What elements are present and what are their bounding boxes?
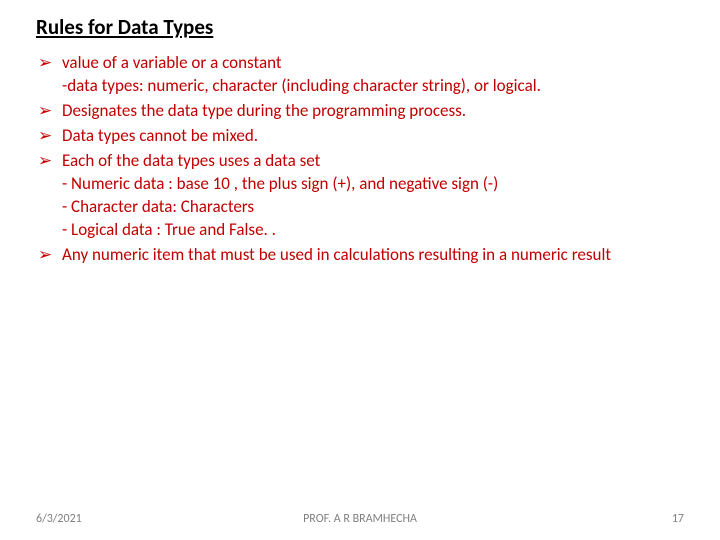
- list-item-text: value of a variable or a constant: [62, 52, 282, 73]
- footer-date: 6/3/2021: [36, 512, 252, 526]
- list-item: ➢ Each of the data types uses a data set…: [36, 150, 684, 242]
- list-sub-item: - Logical data : True and False. .: [62, 219, 684, 242]
- slide-title: Rules for Data Types: [36, 14, 684, 40]
- list-sub-item: - Character data: Characters: [62, 196, 684, 219]
- bullet-icon: ➢: [38, 52, 52, 75]
- list-sub-item: -data types: numeric, character (includi…: [62, 75, 684, 98]
- bullet-icon: ➢: [38, 100, 52, 123]
- list-sub-item: - Numeric data : base 10 , the plus sign…: [62, 173, 684, 196]
- slide: Rules for Data Types ➢ value of a variab…: [0, 0, 720, 540]
- footer-author: PROF. A R BRAMHECHA: [252, 512, 468, 526]
- bullet-icon: ➢: [38, 125, 52, 148]
- list-item: ➢ value of a variable or a constant -dat…: [36, 52, 684, 98]
- bullet-list: ➢ value of a variable or a constant -dat…: [36, 52, 684, 266]
- list-item: ➢ Data types cannot be mixed.: [36, 125, 684, 148]
- list-item-text: Designates the data type during the prog…: [62, 100, 466, 121]
- slide-footer: 6/3/2021 PROF. A R BRAMHECHA 17: [0, 512, 720, 526]
- footer-page: 17: [468, 512, 684, 526]
- list-item-text: Each of the data types uses a data set: [62, 150, 320, 171]
- bullet-icon: ➢: [38, 150, 52, 173]
- list-item-text: Any numeric item that must be used in ca…: [62, 244, 611, 265]
- list-item-text: Data types cannot be mixed.: [62, 125, 258, 146]
- bullet-icon: ➢: [38, 244, 52, 267]
- list-item: ➢ Any numeric item that must be used in …: [36, 244, 684, 267]
- list-item: ➢ Designates the data type during the pr…: [36, 100, 684, 123]
